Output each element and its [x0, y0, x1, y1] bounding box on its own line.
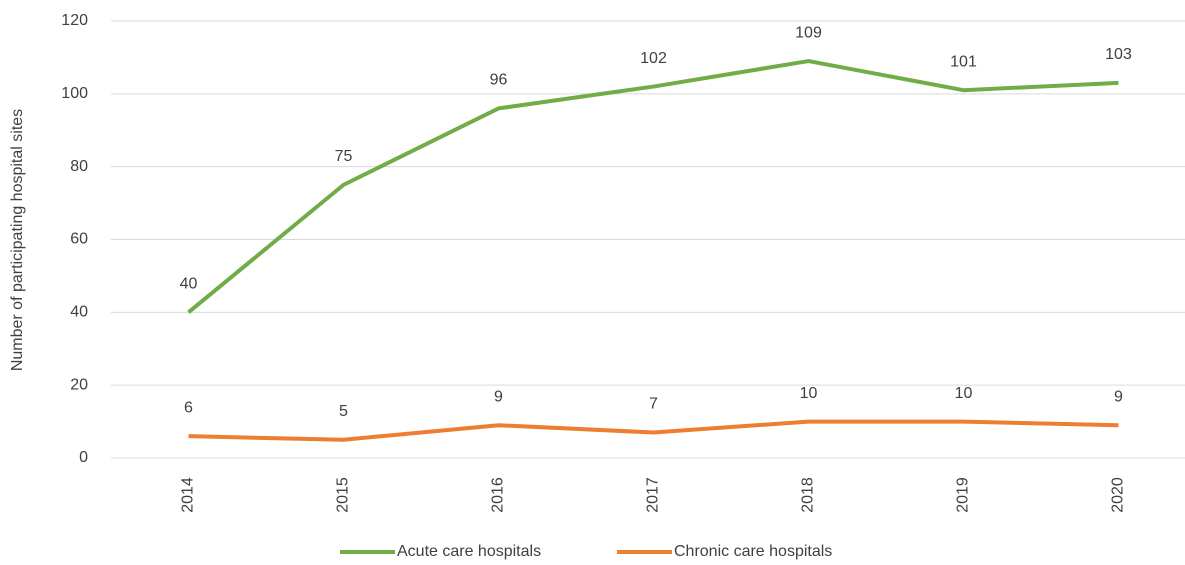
- data-label: 6: [184, 399, 193, 416]
- data-label: 102: [640, 50, 667, 67]
- data-label: 101: [950, 53, 977, 70]
- y-tick-label: 60: [70, 231, 88, 248]
- x-tick-label: 2017: [645, 477, 662, 513]
- y-tick-label: 20: [70, 376, 88, 393]
- data-label: 9: [1114, 388, 1123, 405]
- data-label: 10: [955, 385, 973, 402]
- y-tick-label: 80: [70, 158, 88, 175]
- legend-label: Chronic care hospitals: [674, 543, 832, 560]
- data-label: 40: [180, 276, 198, 293]
- data-label: 10: [800, 385, 818, 402]
- y-tick-label: 100: [61, 85, 88, 102]
- data-label: 9: [494, 388, 503, 405]
- line-series: [188, 419, 1119, 442]
- y-axis-title: Number of participating hospital sites: [9, 109, 26, 371]
- data-label: 5: [339, 403, 348, 420]
- data-label: 103: [1105, 46, 1132, 63]
- data-label: 109: [795, 24, 822, 41]
- y-tick-label: 0: [79, 449, 88, 466]
- x-tick-label: 2016: [490, 477, 507, 513]
- data-label: 96: [490, 72, 508, 89]
- x-tick-label: 2015: [335, 477, 352, 513]
- x-tick-label: 2019: [955, 477, 972, 513]
- legend-label: Acute care hospitals: [397, 543, 541, 560]
- line-series: [187, 59, 1119, 314]
- y-tick-label: 120: [61, 12, 88, 29]
- y-tick-label: 40: [70, 304, 88, 321]
- x-tick-label: 2014: [180, 477, 197, 513]
- x-tick-label: 2018: [800, 477, 817, 513]
- data-label: 75: [335, 148, 353, 165]
- data-label: 7: [649, 396, 658, 413]
- x-tick-label: 2020: [1110, 477, 1127, 513]
